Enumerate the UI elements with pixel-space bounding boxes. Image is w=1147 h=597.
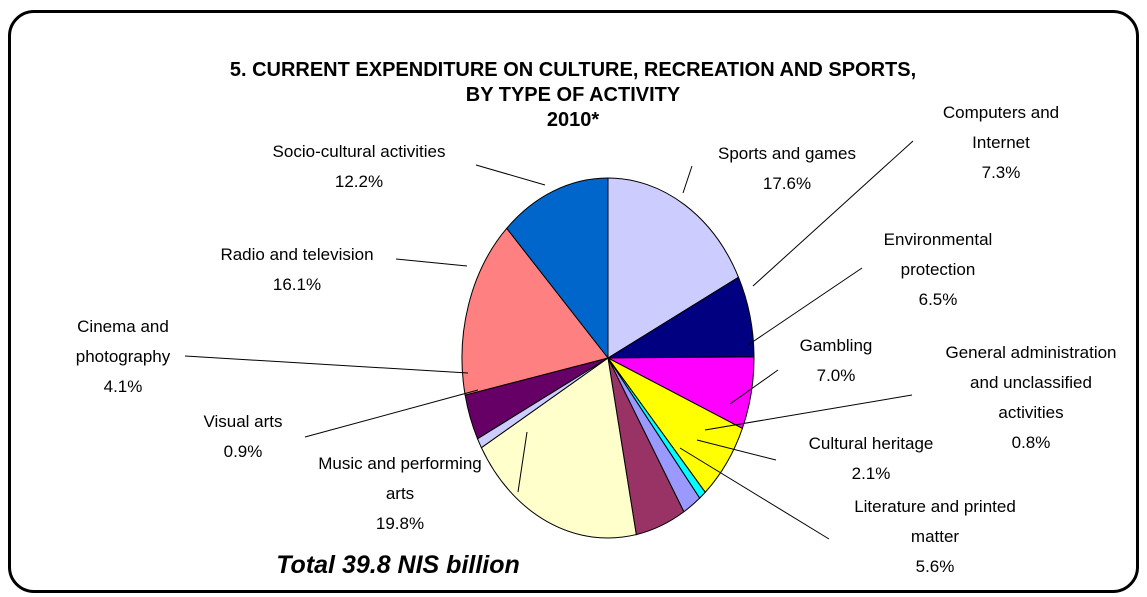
slice-value-label: 7.0%: [817, 366, 856, 385]
slice-name-label: matter: [911, 527, 960, 546]
slice-name-label: protection: [901, 260, 976, 279]
slice-name-label: Computers and: [943, 103, 1059, 122]
slice-name-label: Sports and games: [718, 144, 856, 163]
slice-value-label: 12.2%: [335, 172, 383, 191]
chart-title: 5. CURRENT EXPENDITURE ON CULTURE, RECRE…: [230, 59, 916, 131]
leader-line: [304, 389, 479, 438]
slice-name-label: arts: [386, 484, 414, 503]
leader-lines: [184, 140, 914, 540]
slice-labels: Sports and games 17.6% Computers and Intern…: [76, 103, 1117, 576]
slice-value-label: 17.6%: [763, 174, 811, 193]
slice-value-label: 7.3%: [982, 163, 1021, 182]
total-label: Total 39.8 NIS billion: [276, 551, 520, 579]
slice-name-label: Cinema and: [77, 317, 169, 336]
slice-name-label: Visual arts: [203, 412, 282, 431]
leader-line: [475, 164, 546, 186]
leader-line: [696, 439, 777, 461]
slice-name-label: General administration: [945, 343, 1116, 362]
pie-slice: [461, 227, 609, 396]
slice-name-label: Environmental: [884, 230, 993, 249]
slice-name-label: Music and performing: [318, 454, 481, 473]
slice-name-label: Gambling: [800, 336, 873, 355]
slice-value-label: 5.6%: [916, 557, 955, 576]
slice-value-label: 0.8%: [1012, 433, 1051, 452]
slice-name-label: photography: [76, 347, 171, 366]
chart-title-line: 5. CURRENT EXPENDITURE ON CULTURE, RECRE…: [230, 59, 916, 81]
slice-name-label: Cultural heritage: [809, 434, 934, 453]
pie-slice: [506, 177, 609, 360]
slice-value-label: 16.1%: [273, 275, 321, 294]
slice-value-label: 2.1%: [852, 464, 891, 483]
leader-line: [679, 447, 830, 540]
slice-value-label: 19.8%: [376, 514, 424, 533]
leader-line: [704, 394, 913, 431]
leader-line: [752, 140, 914, 287]
chart-title-line: BY TYPE OF ACTIVITY: [466, 84, 681, 106]
slice-name-label: Literature and printed: [854, 497, 1016, 516]
slice-name-label: and unclassified: [970, 373, 1092, 392]
slice-name-label: Socio-cultural activities: [273, 142, 446, 161]
pie-slice: [607, 177, 740, 359]
slice-name-label: activities: [998, 403, 1063, 422]
pie-slices: [461, 177, 755, 539]
slice-name-label: Radio and television: [220, 245, 373, 264]
slice-value-label: 6.5%: [919, 290, 958, 309]
leader-line: [682, 165, 693, 194]
leader-line: [517, 431, 528, 493]
slice-value-label: 0.9%: [224, 442, 263, 461]
leader-line: [747, 267, 863, 346]
leader-line: [729, 369, 779, 405]
leader-line: [395, 258, 468, 267]
slice-name-label: Internet: [972, 133, 1030, 152]
slice-value-label: 4.1%: [104, 377, 143, 396]
leader-line: [184, 355, 469, 374]
pie-slice: [480, 357, 637, 539]
chart-title-line: 2010*: [547, 109, 599, 131]
